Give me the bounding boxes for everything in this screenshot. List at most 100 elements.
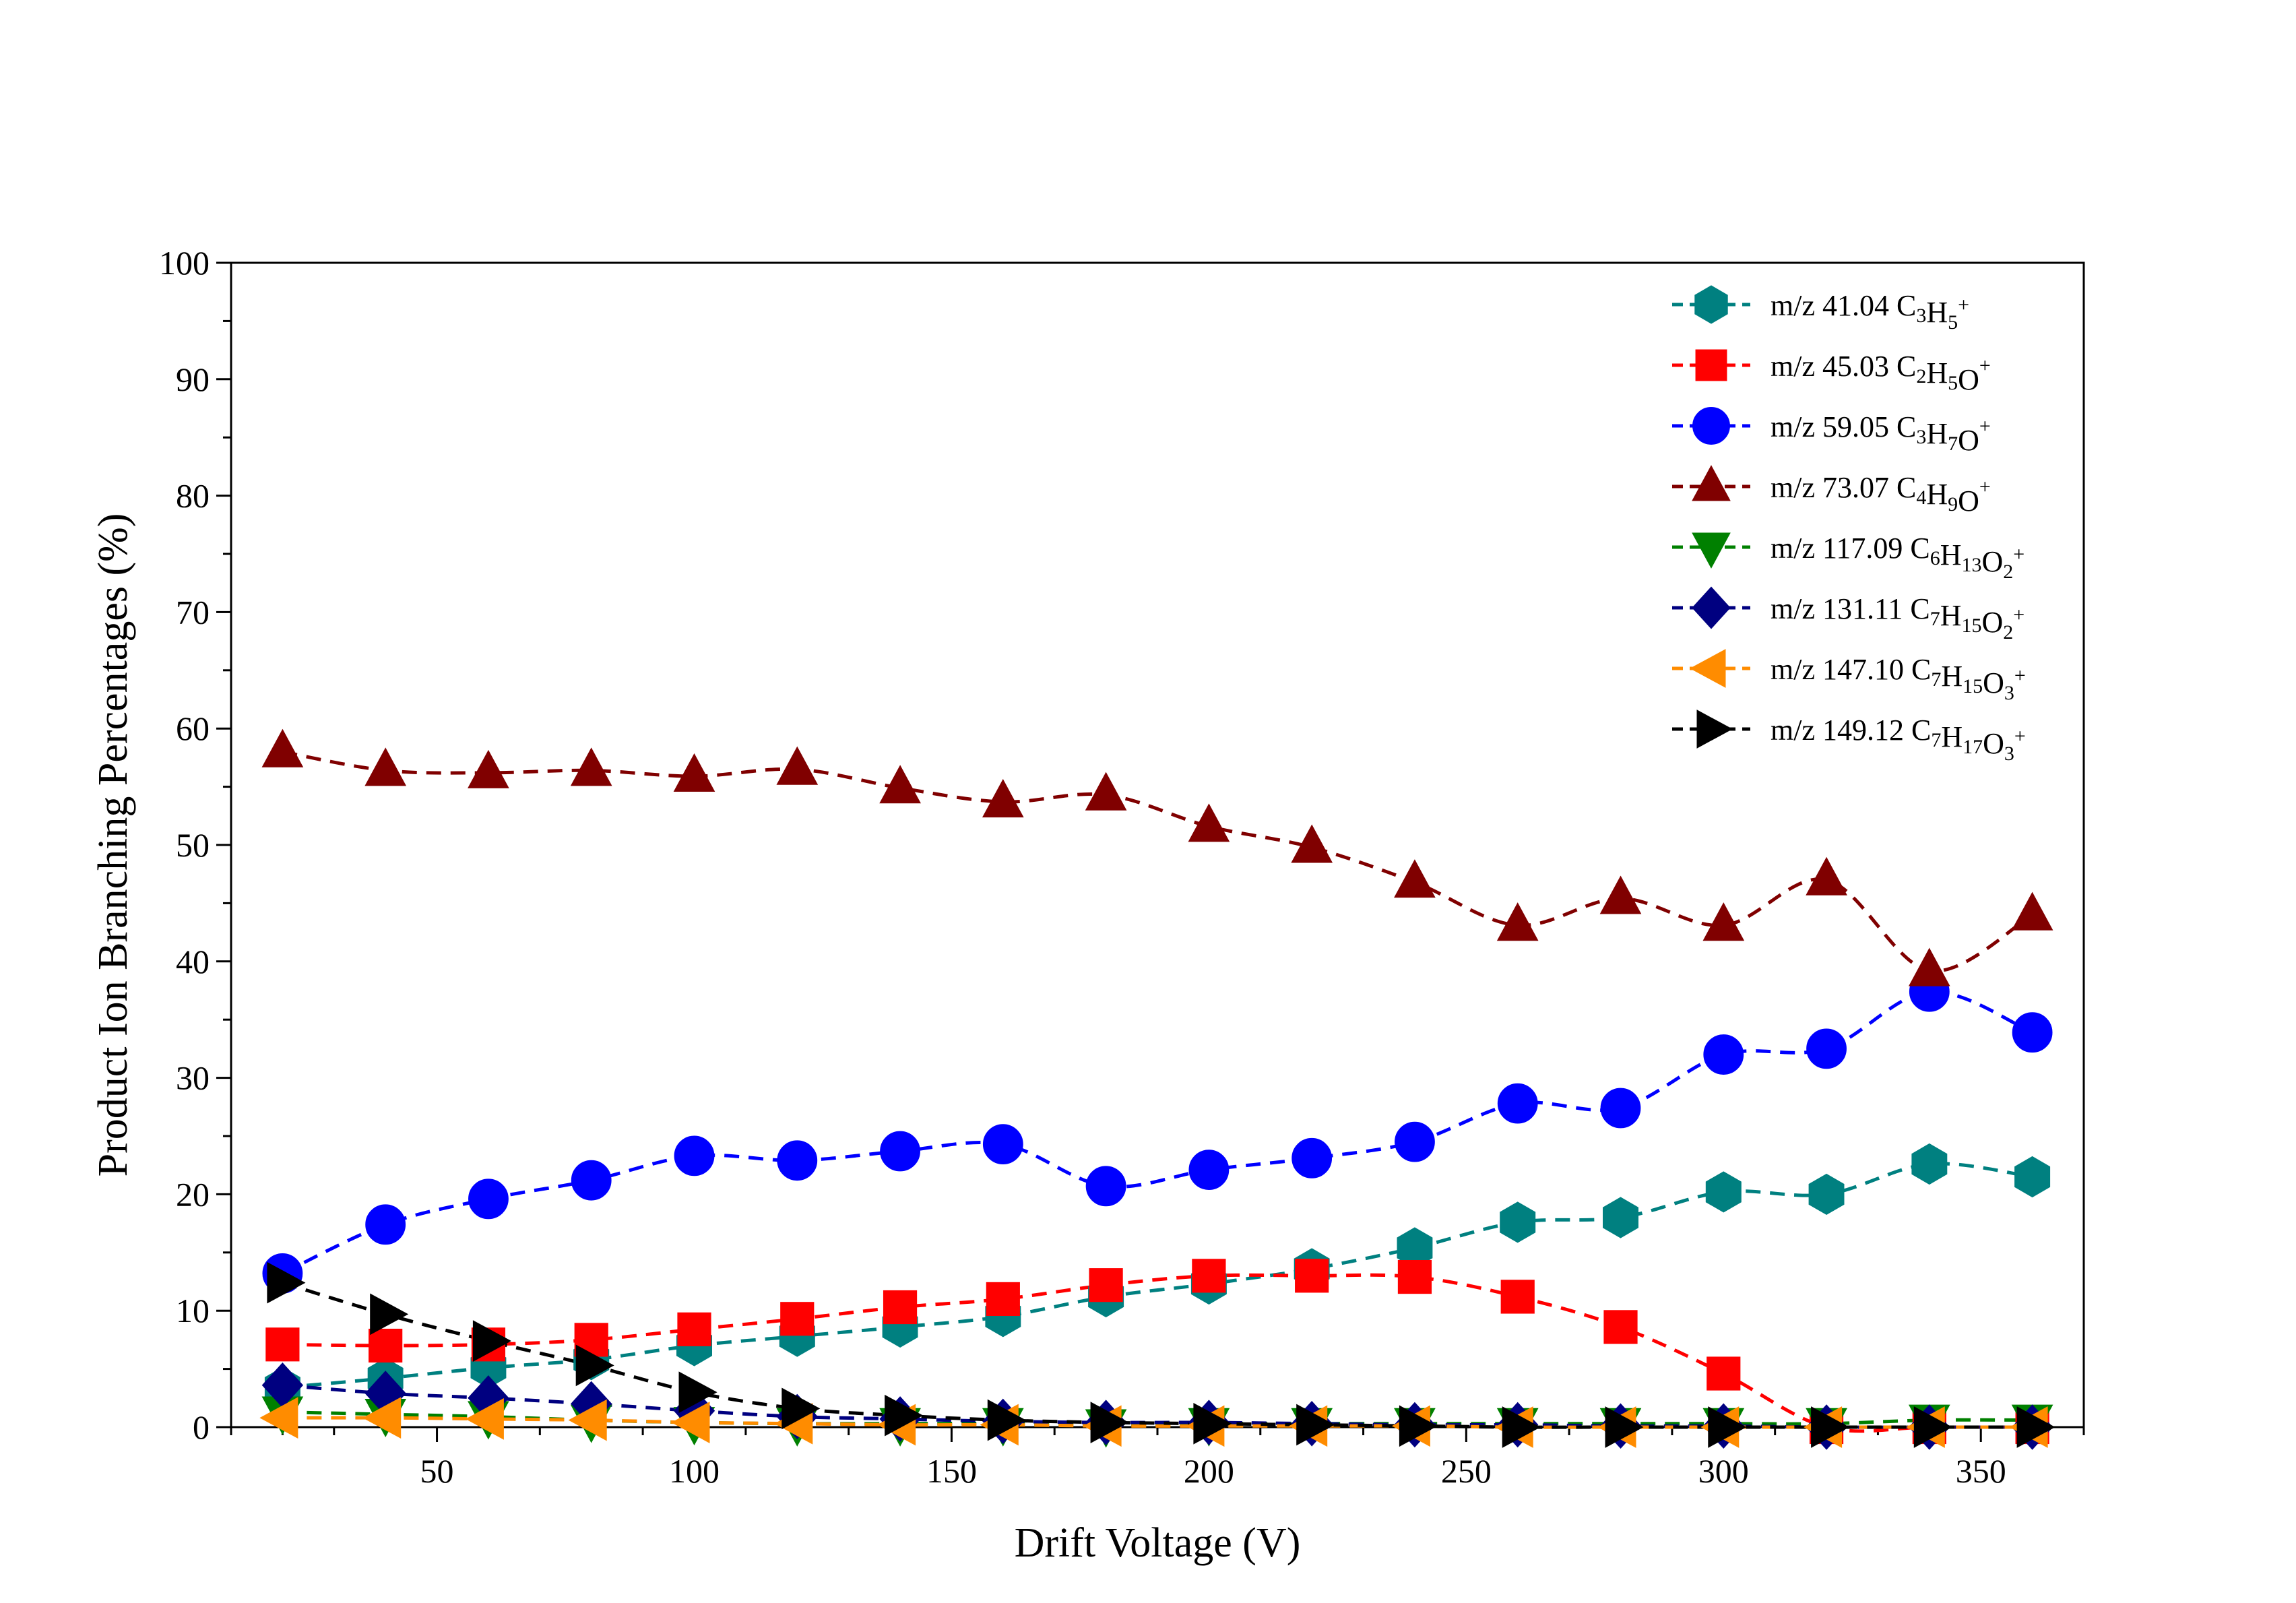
data-point <box>1908 947 1950 986</box>
y-tick-label: 90 <box>176 360 210 398</box>
series-line-5 <box>282 1383 2033 1429</box>
x-tick-label: 200 <box>1184 1452 1234 1490</box>
data-point <box>1085 772 1127 811</box>
legend-item: m/z 147.10 C7H15O3+ <box>1672 649 2026 704</box>
data-point <box>571 1160 612 1201</box>
data-point <box>472 1320 511 1362</box>
data-point <box>2014 1156 2051 1198</box>
data-point <box>1188 1150 1230 1191</box>
data-point <box>780 1302 815 1336</box>
data-point <box>259 1397 298 1439</box>
data-point <box>677 1312 711 1346</box>
series-points-7 <box>267 1261 2055 1448</box>
data-point <box>1806 1028 1847 1069</box>
legend-item: m/z 45.03 C2H5O+ <box>1672 349 1991 396</box>
y-tick-label: 60 <box>176 710 210 747</box>
data-point <box>575 1344 614 1387</box>
legend-label: m/z 45.03 C2H5O+ <box>1771 350 1991 396</box>
series-points-2 <box>262 971 2053 1294</box>
y-tick-label: 40 <box>176 943 210 980</box>
legend-marker <box>1692 586 1731 629</box>
data-point <box>364 747 407 786</box>
data-point <box>1599 875 1642 914</box>
series-line-3 <box>282 750 2033 973</box>
y-tick-label: 0 <box>193 1408 210 1446</box>
legend-label: m/z 131.11 C7H15O2+ <box>1771 592 2024 643</box>
legend-item: m/z 73.07 C4H9O+ <box>1672 465 1991 517</box>
data-point <box>1193 1402 1232 1445</box>
legend-label: m/z 147.10 C7H15O3+ <box>1771 653 2026 704</box>
legend-label: m/z 149.12 C7H17O3+ <box>1771 714 2026 765</box>
data-point <box>883 1290 918 1325</box>
y-tick-label: 20 <box>176 1175 210 1213</box>
series-line-7 <box>282 1281 2033 1429</box>
series-markers <box>259 728 2055 1450</box>
series-lines <box>282 750 2033 1433</box>
data-point <box>987 1399 1026 1441</box>
legend-marker <box>1696 710 1733 749</box>
x-tick-label: 300 <box>1698 1452 1749 1490</box>
data-point <box>465 1398 504 1440</box>
data-point <box>986 1282 1020 1317</box>
data-point <box>1090 1402 1129 1443</box>
legend-marker <box>1694 285 1728 324</box>
x-axis-title: Drift Voltage (V) <box>1015 1520 1301 1566</box>
series-line-2 <box>282 990 2033 1276</box>
data-point <box>1703 1034 1744 1075</box>
data-point <box>1705 1171 1742 1213</box>
data-point <box>1707 1356 1741 1391</box>
data-point <box>2012 1012 2053 1053</box>
data-point <box>370 1293 409 1335</box>
data-point <box>776 746 819 785</box>
legend-item: m/z 59.05 C3H7O+ <box>1672 407 1991 457</box>
data-point <box>880 1131 920 1172</box>
data-point <box>1811 1406 1850 1448</box>
data-point <box>879 765 921 804</box>
data-point <box>2016 1406 2055 1448</box>
data-point <box>1292 1137 1333 1178</box>
data-point <box>1806 856 1847 895</box>
y-axis-ticks: 0 10 20 30 40 50 60 70 80 90 100 <box>159 244 231 1446</box>
legend-label: m/z 73.07 C4H9O+ <box>1771 471 1991 517</box>
data-point <box>1496 902 1539 941</box>
data-point <box>885 1394 924 1437</box>
data-point <box>1497 1083 1538 1124</box>
x-tick-label: 250 <box>1441 1452 1492 1490</box>
data-point <box>369 1328 403 1363</box>
data-point <box>673 753 715 792</box>
data-point <box>1913 1406 1952 1448</box>
data-point <box>468 749 509 788</box>
data-point <box>568 1399 607 1441</box>
legend-label: m/z 117.09 C6H13O2+ <box>1771 532 2024 583</box>
series-points-3 <box>261 728 2053 986</box>
data-point <box>982 1124 1023 1164</box>
data-point <box>1603 1310 1638 1344</box>
data-point <box>468 1178 509 1220</box>
y-tick-label: 30 <box>176 1059 210 1097</box>
legend-marker <box>1692 407 1730 445</box>
x-tick-label: 50 <box>420 1452 454 1490</box>
data-point <box>671 1402 710 1443</box>
y-tick-label: 50 <box>176 826 210 864</box>
data-point <box>1085 1166 1126 1207</box>
data-point <box>1500 1280 1535 1314</box>
legend-marker <box>1690 649 1726 688</box>
data-point <box>782 1387 821 1430</box>
legend-item: m/z 41.04 C3H5+ <box>1672 285 1969 334</box>
data-point <box>1702 902 1745 941</box>
data-point <box>1192 1259 1226 1293</box>
data-point <box>1708 1406 1747 1448</box>
data-point <box>1397 1259 1432 1294</box>
data-point <box>674 1135 715 1176</box>
data-point <box>261 728 304 767</box>
data-point <box>1188 803 1230 842</box>
series-points-0 <box>264 1143 2051 1408</box>
legend: m/z 41.04 C3H5+ m/z 45.03 C2H5O+ m/z 59.05… <box>1672 285 2026 765</box>
data-point <box>1603 1197 1638 1238</box>
legend-label: m/z 41.04 C3H5+ <box>1771 289 1969 334</box>
y-tick-label: 80 <box>176 477 210 515</box>
data-point <box>982 779 1024 818</box>
x-axis-ticks: 50 100 150 200 250 300 350 <box>230 1427 2085 1490</box>
data-point <box>1500 1201 1536 1243</box>
